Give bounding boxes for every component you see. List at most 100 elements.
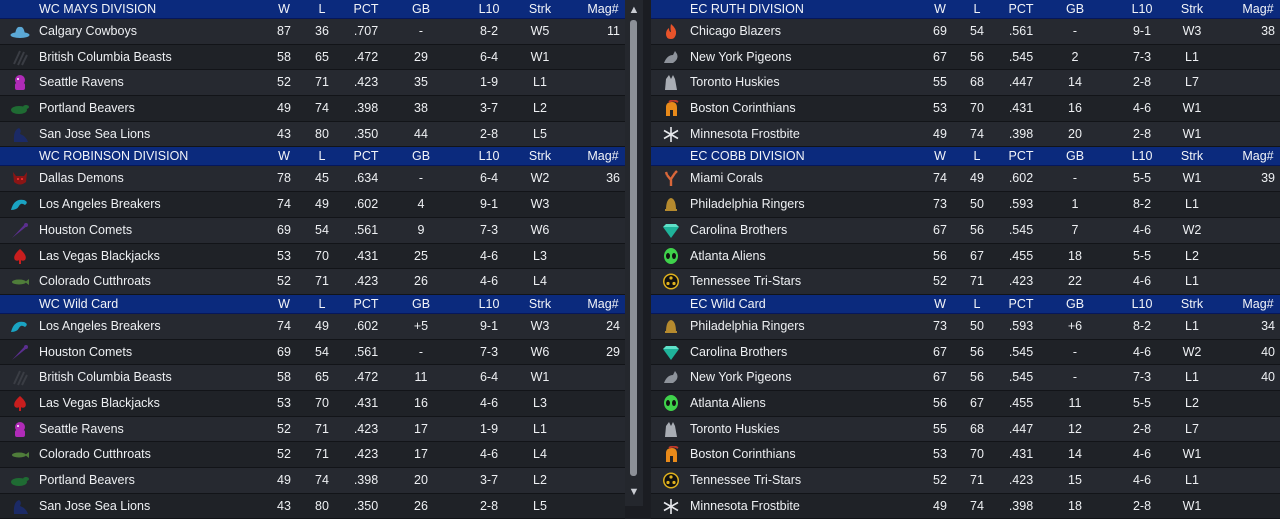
team-name[interactable]: Tennessee Tri-Stars [690, 274, 802, 289]
team-name[interactable]: New York Pigeons [690, 49, 792, 64]
column-header-mag[interactable]: Mag# [1242, 296, 1274, 311]
team-name[interactable]: Tennessee Tri-Stars [690, 473, 802, 487]
team-row[interactable]: Calgary Cowboys 87 36 .707 - 8-2 W5 11 [0, 19, 625, 45]
team-row[interactable]: Toronto Huskies 55 68 .447 12 2-8 L7 [651, 416, 1280, 443]
team-row[interactable]: Boston Corinthians 53 70 .431 16 4-6 W1 [651, 96, 1280, 122]
team-name[interactable]: Atlanta Aliens [690, 248, 766, 263]
team-name[interactable]: Las Vegas Blackjacks [39, 395, 160, 410]
team-name[interactable]: Minnesota Frostbite [690, 126, 800, 141]
column-header-pct[interactable]: PCT [1008, 296, 1034, 311]
column-header-l10[interactable]: L10 [1131, 149, 1153, 164]
column-header-strk[interactable]: Strk [1180, 149, 1204, 164]
team-name[interactable]: Boston Corinthians [690, 101, 796, 116]
team-name[interactable]: Philadelphia Ringers [690, 197, 805, 212]
team-name[interactable]: New York Pigeons [690, 370, 792, 385]
column-header-gb[interactable]: GB [411, 2, 431, 16]
team-row[interactable]: Seattle Ravens 52 71 .423 17 1-9 L1 [0, 416, 625, 443]
team-name[interactable]: Philadelphia Ringers [690, 318, 805, 333]
column-header-l10[interactable]: L10 [478, 149, 500, 164]
team-row[interactable]: San Jose Sea Lions 43 80 .350 26 2-8 L5 [0, 493, 625, 519]
team-name[interactable]: Carolina Brothers [690, 344, 788, 359]
team-name[interactable]: Los Angeles Breakers [39, 318, 161, 333]
team-row[interactable]: Carolina Brothers 67 56 .545 7 4-6 W2 [651, 217, 1280, 244]
team-row[interactable]: Toronto Huskies 55 68 .447 14 2-8 L7 [651, 70, 1280, 97]
column-header-strk[interactable]: Strk [1180, 296, 1204, 311]
team-name[interactable]: Houston Comets [39, 222, 133, 237]
column-header-gb[interactable]: GB [1065, 2, 1085, 16]
team-name[interactable]: Calgary Cowboys [39, 24, 137, 38]
column-header-mag[interactable]: Mag# [1242, 2, 1274, 16]
team-name[interactable]: British Columbia Beasts [39, 49, 172, 64]
team-name[interactable]: British Columbia Beasts [39, 370, 172, 385]
column-header-strk[interactable]: Strk [528, 149, 552, 164]
column-header-l[interactable]: L [973, 296, 981, 311]
scrollbar-thumb[interactable] [630, 20, 637, 476]
team-row[interactable]: Chicago Blazers 69 54 .561 - 9-1 W3 38 [651, 19, 1280, 45]
team-name[interactable]: Chicago Blazers [690, 24, 782, 38]
team-name[interactable]: Colorado Cutthroats [39, 274, 151, 289]
column-header-pct[interactable]: PCT [353, 296, 379, 311]
column-header-l10[interactable]: L10 [1131, 2, 1153, 16]
column-header-w[interactable]: W [278, 2, 290, 16]
team-row[interactable]: Philadelphia Ringers 73 50 .593 +6 8-2 L1 34 [651, 313, 1280, 340]
team-row[interactable]: Dallas Demons 78 45 .634 - 6-4 W2 36 [0, 166, 625, 193]
column-header-l10[interactable]: L10 [478, 2, 500, 16]
team-row[interactable]: British Columbia Beasts 58 65 .472 11 6-4 W1 [0, 365, 625, 391]
team-row[interactable]: Los Angeles Breakers 74 49 .602 +5 9-1 W3 24 [0, 313, 625, 340]
team-row[interactable]: Atlanta Aliens 56 67 .455 18 5-5 L2 [651, 243, 1280, 270]
column-header-pct[interactable]: PCT [353, 2, 379, 16]
team-name[interactable]: Seattle Ravens [39, 421, 124, 436]
team-row[interactable]: New York Pigeons 67 56 .545 2 7-3 L1 [651, 44, 1280, 71]
team-row[interactable]: Miami Corals 74 49 .602 - 5-5 W1 39 [651, 166, 1280, 193]
column-header-w[interactable]: W [934, 2, 946, 16]
column-header-l10[interactable]: L10 [478, 296, 500, 311]
team-row[interactable]: Portland Beavers 49 74 .398 38 3-7 L2 [0, 96, 625, 122]
team-row[interactable]: Las Vegas Blackjacks 53 70 .431 25 4-6 L3 [0, 243, 625, 270]
column-header-l[interactable]: L [318, 2, 326, 16]
team-row[interactable]: New York Pigeons 67 56 .545 - 7-3 L1 40 [651, 365, 1280, 391]
team-name[interactable]: Atlanta Aliens [690, 395, 766, 410]
column-header-l10[interactable]: L10 [1131, 296, 1153, 311]
team-row[interactable]: Portland Beavers 49 74 .398 20 3-7 L2 [0, 468, 625, 494]
team-name[interactable]: Miami Corals [690, 171, 763, 186]
column-header-mag[interactable]: Mag# [587, 2, 619, 16]
column-header-strk[interactable]: Strk [1180, 2, 1204, 16]
team-row[interactable]: San Jose Sea Lions 43 80 .350 44 2-8 L5 [0, 121, 625, 148]
column-header-pct[interactable]: PCT [1008, 149, 1034, 164]
column-header-strk[interactable]: Strk [528, 2, 552, 16]
team-name[interactable]: San Jose Sea Lions [39, 126, 151, 141]
team-row[interactable]: Philadelphia Ringers 73 50 .593 1 8-2 L1 [651, 192, 1280, 218]
column-header-mag[interactable]: Mag# [1242, 149, 1274, 164]
column-header-w[interactable]: W [278, 296, 290, 311]
column-header-mag[interactable]: Mag# [587, 149, 619, 164]
team-name[interactable]: Houston Comets [39, 344, 133, 359]
team-name[interactable]: Boston Corinthians [690, 447, 796, 462]
team-name[interactable]: Dallas Demons [39, 171, 124, 186]
column-header-w[interactable]: W [934, 149, 946, 164]
column-header-l[interactable]: L [318, 296, 326, 311]
team-name[interactable]: Portland Beavers [39, 101, 135, 116]
column-header-strk[interactable]: Strk [528, 296, 552, 311]
team-name[interactable]: Carolina Brothers [690, 222, 788, 237]
column-header-w[interactable]: W [934, 296, 946, 311]
team-row[interactable]: Colorado Cutthroats 52 71 .423 17 4-6 L4 [0, 442, 625, 468]
team-row[interactable]: Boston Corinthians 53 70 .431 14 4-6 W1 [651, 442, 1280, 468]
scroll-up-arrow-icon[interactable]: ▲ [628, 4, 640, 16]
scroll-down-arrow-icon[interactable]: ▼ [628, 486, 640, 498]
column-header-mag[interactable]: Mag# [587, 296, 619, 311]
team-row[interactable]: Tennessee Tri-Stars 52 71 .423 15 4-6 L1 [651, 468, 1280, 494]
column-header-gb[interactable]: GB [411, 149, 431, 164]
column-header-l[interactable]: L [973, 2, 981, 16]
team-name[interactable]: Las Vegas Blackjacks [39, 248, 160, 263]
column-header-gb[interactable]: GB [1065, 149, 1085, 164]
team-row[interactable]: Las Vegas Blackjacks 53 70 .431 16 4-6 L3 [0, 390, 625, 417]
team-row[interactable]: Houston Comets 69 54 .561 9 7-3 W6 [0, 217, 625, 244]
team-row[interactable]: Seattle Ravens 52 71 .423 35 1-9 L1 [0, 70, 625, 97]
column-header-gb[interactable]: GB [1065, 296, 1085, 311]
team-row[interactable]: Minnesota Frostbite 49 74 .398 18 2-8 W1 [651, 493, 1280, 519]
column-header-w[interactable]: W [278, 149, 290, 164]
team-row[interactable]: Houston Comets 69 54 .561 - 7-3 W6 29 [0, 339, 625, 366]
team-name[interactable]: Portland Beavers [39, 473, 135, 487]
team-name[interactable]: Los Angeles Breakers [39, 197, 161, 212]
vertical-scrollbar[interactable]: ▲ ▼ [625, 0, 643, 506]
